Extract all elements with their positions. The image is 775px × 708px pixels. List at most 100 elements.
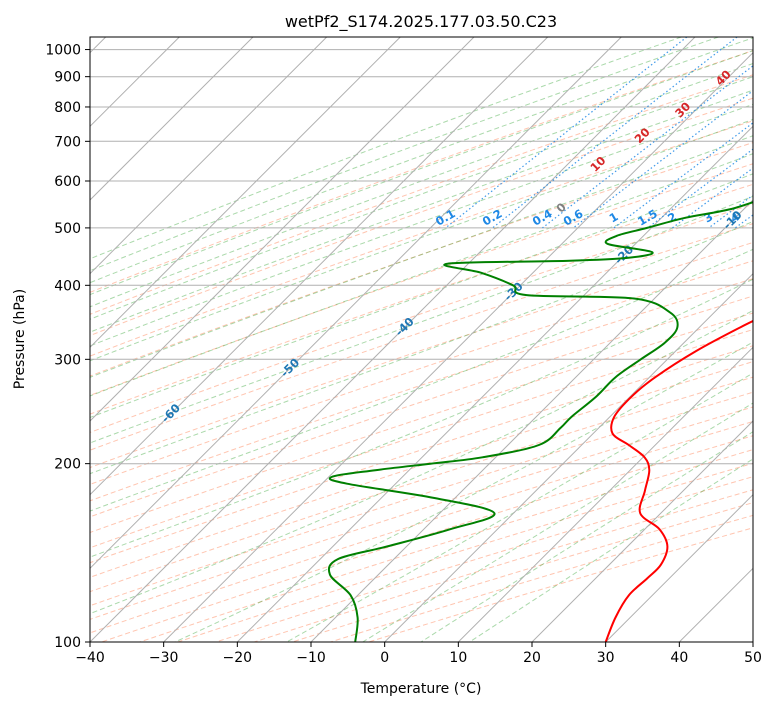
dry-adiabat bbox=[90, 120, 753, 357]
dry-adiabat bbox=[90, 223, 753, 451]
x-tick-label: 10 bbox=[449, 650, 467, 666]
dry-adiabat bbox=[90, 329, 753, 549]
x-tick-label: 50 bbox=[744, 650, 762, 666]
isotherm bbox=[90, 37, 475, 422]
mixing-ratio-label: 0.2 bbox=[480, 206, 505, 228]
isotherm bbox=[163, 51, 753, 642]
moist-adiabat bbox=[90, 37, 753, 284]
y-tick-label: 600 bbox=[54, 174, 81, 190]
dry-adiabat bbox=[177, 462, 753, 642]
moist-adiabat bbox=[90, 309, 753, 615]
moist-adiabat bbox=[90, 50, 753, 296]
dry-adiabat bbox=[90, 203, 753, 433]
moist-adiabat bbox=[90, 118, 753, 362]
isotherm bbox=[457, 346, 753, 642]
moist-adiabat bbox=[90, 278, 753, 558]
dry-adiabat bbox=[330, 514, 753, 642]
moist-adiabat bbox=[174, 341, 753, 642]
moist-adiabat-label: 20 bbox=[632, 125, 653, 146]
dry-adiabat bbox=[90, 345, 753, 564]
moist-adiabat bbox=[90, 195, 753, 444]
dewpoint-series bbox=[327, 201, 753, 642]
moist-adiabat bbox=[90, 103, 753, 347]
dry-adiabat bbox=[90, 376, 753, 593]
x-axis-title: Temperature (°C) bbox=[360, 681, 482, 697]
dry-adiabat bbox=[90, 361, 753, 578]
moist-adiabat bbox=[90, 220, 753, 475]
y-tick-label: 300 bbox=[54, 352, 81, 368]
dry-adiabat bbox=[90, 312, 753, 534]
isotherm bbox=[236, 125, 753, 642]
x-tick-label: −10 bbox=[296, 650, 326, 666]
isotherm bbox=[531, 420, 753, 642]
x-tick-label: −30 bbox=[149, 650, 179, 666]
y-axis: 100 200 300 400 500 600 700 800 900 1000 bbox=[45, 43, 90, 651]
moist-adiabat bbox=[90, 135, 753, 378]
dry-adiabat bbox=[90, 241, 753, 469]
dry-adiabat bbox=[90, 97, 753, 337]
y-tick-label: 1000 bbox=[45, 43, 81, 59]
y-tick-label: 700 bbox=[54, 134, 81, 150]
isotherm bbox=[90, 37, 549, 496]
moist-adiabat-label: 40 bbox=[713, 67, 734, 88]
dry-adiabat bbox=[101, 435, 753, 642]
x-tick-label: 0 bbox=[380, 650, 389, 666]
moist-adiabat bbox=[90, 76, 753, 320]
moist-adiabat bbox=[90, 248, 753, 512]
isotherm bbox=[384, 272, 753, 642]
y-tick-label: 500 bbox=[54, 221, 81, 237]
isotherm bbox=[752, 641, 753, 642]
isotherm bbox=[90, 37, 328, 275]
dry-adiabat bbox=[90, 391, 753, 607]
dry-adiabat bbox=[90, 74, 753, 315]
isotherm bbox=[310, 199, 753, 642]
mixing-ratio-line bbox=[542, 65, 753, 229]
dry-adiabat bbox=[90, 278, 753, 502]
moist-adiabat bbox=[90, 89, 753, 333]
mixing-ratio-label: 1 bbox=[607, 209, 621, 225]
isotherm bbox=[90, 37, 401, 349]
isotherm bbox=[90, 37, 254, 201]
y-tick-label: 900 bbox=[54, 70, 81, 86]
isotherm-label: -60 bbox=[158, 401, 183, 426]
moist-adiabat bbox=[90, 63, 753, 308]
y-tick-label: 800 bbox=[54, 100, 81, 116]
isotherm bbox=[90, 37, 696, 642]
dry-adiabat bbox=[90, 183, 753, 415]
isotherm-label: -30 bbox=[501, 279, 526, 304]
mixing-ratio-label: 6 bbox=[767, 209, 775, 225]
mixing-ratio-line bbox=[734, 214, 753, 229]
isotherm bbox=[678, 567, 753, 642]
x-tick-label: −40 bbox=[75, 650, 105, 666]
mixing-ratio-line bbox=[572, 89, 753, 229]
isotherm bbox=[605, 493, 753, 642]
x-tick-label: 40 bbox=[670, 650, 688, 666]
background-lines bbox=[90, 37, 753, 642]
mixing-ratio-line bbox=[492, 37, 738, 229]
plot-frame bbox=[89, 36, 754, 643]
y-tick-label: 100 bbox=[54, 635, 81, 651]
x-tick-label: 30 bbox=[597, 650, 615, 666]
y-axis-title: Pressure (hPa) bbox=[12, 289, 28, 389]
x-tick-label: −20 bbox=[223, 650, 253, 666]
chart-title: wetPf2_S174.2025.177.03.50.C23 bbox=[285, 12, 557, 32]
dry-adiabat bbox=[90, 50, 753, 293]
moist-adiabat-label: 30 bbox=[672, 99, 693, 120]
dry-adiabat bbox=[90, 295, 753, 518]
dry-adiabat bbox=[90, 260, 753, 485]
dry-adiabat bbox=[90, 142, 753, 377]
y-tick-label: 400 bbox=[54, 278, 81, 294]
profile-series bbox=[327, 201, 753, 642]
moist-adiabat bbox=[420, 431, 753, 642]
isotherm bbox=[90, 37, 622, 570]
mixing-ratio-line bbox=[672, 167, 753, 229]
y-tick-label: 200 bbox=[54, 457, 81, 473]
moist-adiabat bbox=[90, 153, 753, 397]
dry-adiabat bbox=[90, 163, 753, 396]
mixing-ratio-label: 0.1 bbox=[433, 206, 458, 228]
x-tick-label: 20 bbox=[523, 650, 541, 666]
moist-adiabat bbox=[90, 173, 753, 419]
moist-adiabat bbox=[90, 37, 682, 260]
x-axis: −40 −30 −20 −10 0 10 20 30 40 50 bbox=[75, 642, 762, 666]
